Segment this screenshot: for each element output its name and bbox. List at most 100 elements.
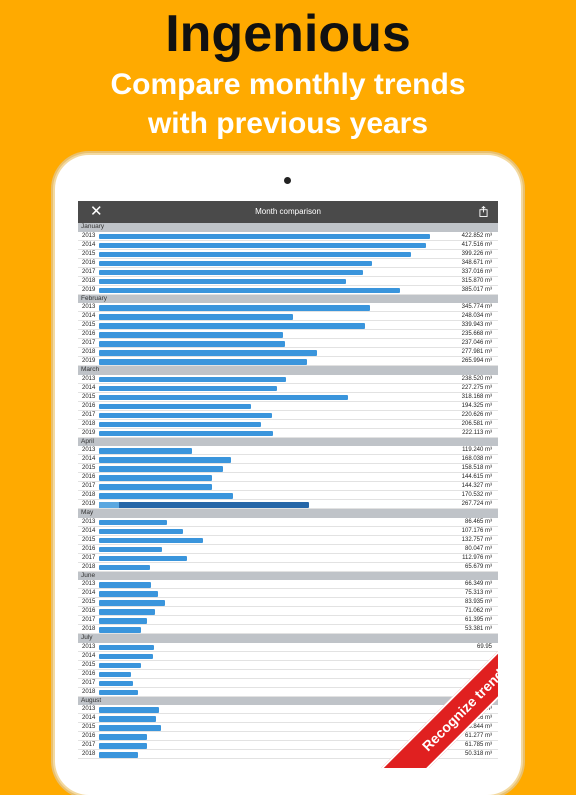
year-label: 2014: [82, 590, 96, 596]
year-label: 2016: [82, 733, 96, 739]
year-row[interactable]: 2014: [78, 652, 498, 661]
month-comparison-list[interactable]: January 2013 422.852 m³ 2014 417.516 m³ 2015 3…: [78, 223, 498, 759]
year-row[interactable]: 2015 132.757 m³: [78, 536, 498, 545]
year-row[interactable]: 2017 112.976 m³: [78, 554, 498, 563]
year-row[interactable]: 2019 267.724 m³: [78, 500, 498, 509]
year-row[interactable]: 2016 194.325 m³: [78, 402, 498, 411]
consumption-bar: [99, 653, 154, 659]
year-row[interactable]: 2013 119.240 m³: [78, 446, 498, 455]
consumption-bar: [99, 350, 317, 356]
bar-highlight-segment: [99, 502, 119, 508]
year-row[interactable]: 2018 315.870 m³: [78, 277, 498, 286]
year-row[interactable]: 2016 348.671 m³: [78, 259, 498, 268]
value-label: 75.313 m³: [464, 590, 492, 596]
year-row[interactable]: 2018 53.381 m³: [78, 625, 498, 634]
consumption-bar: [99, 752, 139, 758]
year-row[interactable]: 2014 107.176 m³: [78, 527, 498, 536]
year-row[interactable]: 2013 422.852 m³: [78, 232, 498, 241]
consumption-bar: [99, 448, 193, 454]
year-label: 2017: [82, 742, 96, 748]
year-row[interactable]: 2017 237.046 m³: [78, 339, 498, 348]
year-label: 2017: [82, 554, 96, 561]
year-label: 2013: [82, 447, 96, 453]
year-row[interactable]: 2016 144.615 m³: [78, 473, 498, 482]
consumption-bar: [99, 591, 158, 597]
year-row[interactable]: 2015 339.943 m³: [78, 321, 498, 330]
year-label: 2014: [82, 715, 96, 721]
year-label: 2016: [82, 259, 96, 266]
year-label: 2014: [82, 384, 96, 391]
year-label: 2013: [82, 706, 96, 712]
year-row[interactable]: 2016 80.047 m³: [78, 545, 498, 554]
year-row[interactable]: 2019 265.994 m³: [78, 357, 498, 366]
year-label: 2014: [82, 456, 96, 462]
consumption-bar: [99, 662, 141, 668]
close-icon[interactable]: ✕: [90, 203, 103, 220]
year-row[interactable]: 2017 144.327 m³: [78, 482, 498, 491]
year-row[interactable]: 2019 222.113 m³: [78, 429, 498, 438]
month-header: July: [78, 634, 498, 643]
year-row[interactable]: 2015 78.844 m³: [78, 723, 498, 732]
year-row[interactable]: 2018 206.581 m³: [78, 420, 498, 429]
value-label: 238.520 m³: [461, 375, 492, 382]
year-row[interactable]: 2018 277.981 m³: [78, 348, 498, 357]
year-row[interactable]: 2014 168.038 m³: [78, 455, 498, 464]
year-row[interactable]: 2013 238.520 m³: [78, 375, 498, 384]
year-label: 2018: [82, 563, 96, 570]
consumption-bar: [99, 671, 132, 677]
year-row[interactable]: 2017 61.785 m³: [78, 741, 498, 750]
year-row[interactable]: 2016 71.062 m³: [78, 607, 498, 616]
year-row[interactable]: 2013 69.95: [78, 643, 498, 652]
value-label: 422.852 m³: [461, 232, 492, 239]
year-row[interactable]: 2017 220.626 m³: [78, 411, 498, 420]
share-icon[interactable]: [479, 206, 488, 217]
year-row[interactable]: 2013 66.349 m³: [78, 580, 498, 589]
consumption-bar: [99, 627, 141, 633]
year-label: 2016: [82, 670, 96, 677]
year-row[interactable]: 2017 337.016 m³: [78, 268, 498, 277]
consumption-bar: [99, 600, 165, 606]
year-label: 2014: [82, 313, 96, 319]
year-row[interactable]: 2018 65.679 m³: [78, 563, 498, 572]
year-row[interactable]: 2015: [78, 661, 498, 670]
value-label: 168.038 m³: [461, 456, 492, 462]
year-row[interactable]: 2014 75.313 m³: [78, 589, 498, 598]
year-row[interactable]: 2013 345.774 m³: [78, 303, 498, 312]
year-row[interactable]: 2016: [78, 670, 498, 679]
year-row[interactable]: 2018 170.532 m³: [78, 491, 498, 500]
value-label: 66.349 m³: [464, 581, 492, 587]
year-row[interactable]: 2015 83.935 m³: [78, 598, 498, 607]
value-label: 61.277 m³: [464, 733, 492, 739]
ribbon-corner: Recognize trend: [338, 608, 498, 768]
year-row[interactable]: 2014 417.516 m³: [78, 241, 498, 250]
year-row[interactable]: 2014 227.275 m³: [78, 384, 498, 393]
year-label: 2017: [82, 268, 96, 275]
value-label: 69.95: [476, 643, 492, 650]
year-label: 2015: [82, 465, 96, 471]
consumption-bar: [99, 233, 430, 239]
year-label: 2014: [82, 652, 96, 659]
value-label: 265.994 m³: [461, 358, 492, 364]
camera-icon: [284, 177, 291, 184]
year-row[interactable]: 2017: [78, 679, 498, 688]
value-label: 119.240 m³: [462, 447, 492, 453]
year-row[interactable]: 2013 86.465 m³: [78, 518, 498, 527]
consumption-bar: [99, 376, 286, 382]
year-row[interactable]: 2016 61.277 m³: [78, 732, 498, 741]
value-label: 112.976 m³: [462, 554, 492, 561]
year-row[interactable]: 2018 50.318 m³: [78, 750, 498, 759]
year-row[interactable]: 2015 399.226 m³: [78, 250, 498, 259]
year-row[interactable]: 2017 61.395 m³: [78, 616, 498, 625]
year-row[interactable]: 2016 235.668 m³: [78, 330, 498, 339]
value-label: 61.785 m³: [464, 742, 492, 748]
year-row[interactable]: 2019 385.017 m³: [78, 286, 498, 295]
nav-title: Month comparison: [255, 207, 321, 216]
consumption-bar: [99, 394, 348, 400]
year-row[interactable]: 2014 248.034 m³: [78, 312, 498, 321]
consumption-bar: [99, 260, 372, 266]
headline: Ingenious: [165, 5, 411, 63]
year-row[interactable]: 2015 158.518 m³: [78, 464, 498, 473]
value-label: 222.113 m³: [462, 429, 492, 436]
value-label: 144.327 m³: [461, 483, 492, 489]
year-row[interactable]: 2015 318.168 m³: [78, 393, 498, 402]
